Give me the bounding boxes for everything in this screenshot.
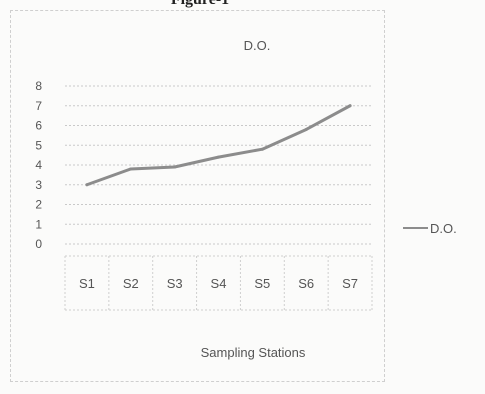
- data-point: [173, 165, 177, 169]
- x-category-label: S4: [211, 276, 227, 291]
- series-lines: [85, 104, 352, 187]
- y-tick-label: 4: [35, 158, 42, 172]
- y-tick-label: 7: [35, 99, 42, 113]
- data-point: [129, 167, 133, 171]
- y-tick-label: 6: [35, 119, 42, 133]
- chart-title: D.O.: [244, 38, 271, 53]
- data-point: [260, 147, 264, 151]
- y-tick-label: 1: [35, 217, 42, 231]
- y-tick-label: 3: [35, 178, 42, 192]
- y-axis-ticks: 0 1 2 3 4 5 6 7 8: [35, 79, 42, 251]
- data-point: [348, 104, 352, 108]
- x-category-label: S7: [342, 276, 358, 291]
- category-axis: S1 S2 S3 S4 S5 S6 S7: [64, 255, 373, 311]
- chart-frame: [10, 10, 385, 382]
- x-category-label: S3: [167, 276, 183, 291]
- y-tick-label: 5: [35, 138, 42, 152]
- data-point: [217, 155, 220, 159]
- x-category-label: S2: [123, 276, 139, 291]
- x-category-label: S5: [254, 276, 270, 291]
- y-tick-label: 8: [35, 79, 42, 93]
- y-tick-label: 2: [35, 198, 42, 212]
- legend-label: D.O.: [430, 221, 457, 236]
- legend: D.O.: [403, 221, 457, 236]
- x-category-label: S1: [79, 276, 95, 291]
- grid-lines: [65, 85, 372, 245]
- x-category-label: S6: [298, 276, 314, 291]
- data-point: [304, 127, 308, 131]
- x-axis-title: Sampling Stations: [201, 345, 306, 360]
- figure-caption: Figure-1: [0, 0, 400, 9]
- data-point: [85, 183, 89, 187]
- y-tick-label: 0: [35, 237, 42, 251]
